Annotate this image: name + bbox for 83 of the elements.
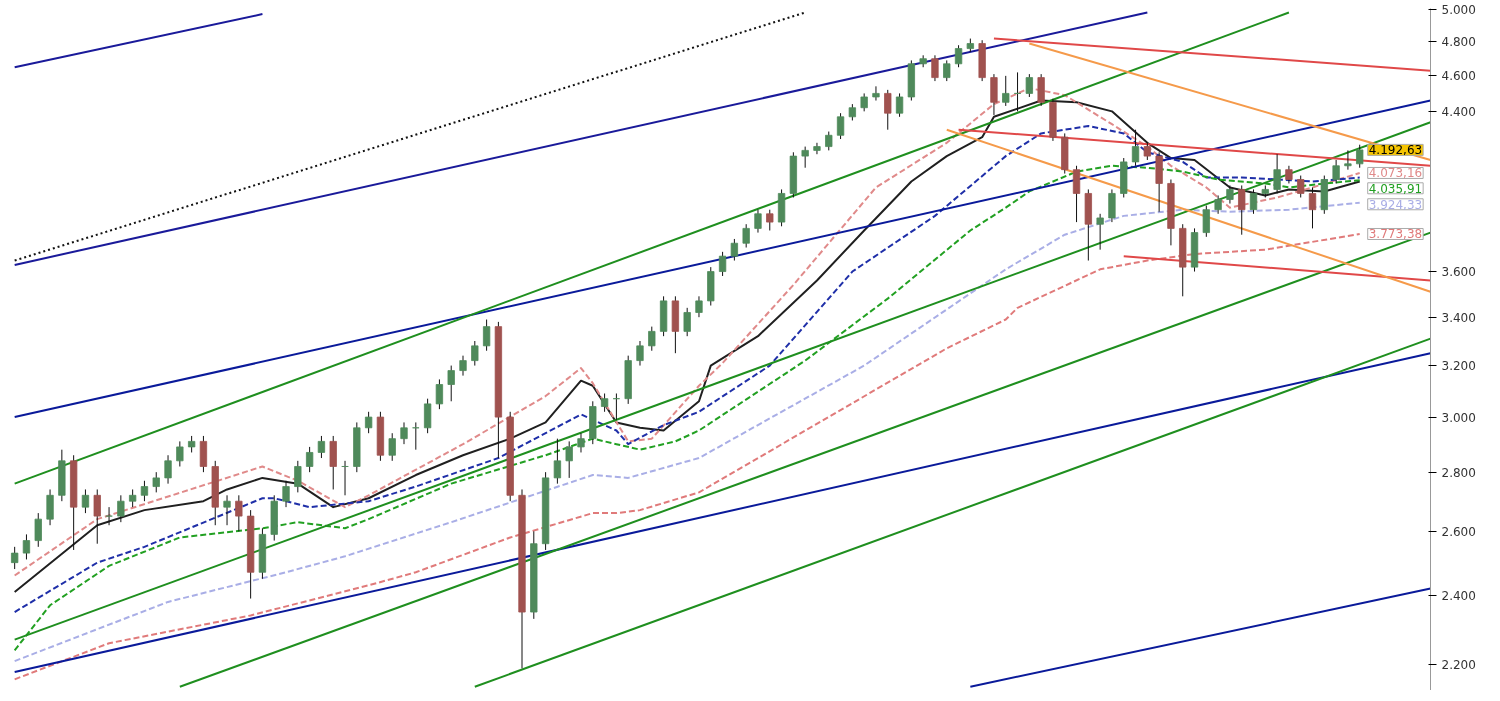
y-tick-label: 3.400 (1441, 310, 1476, 325)
candlestick (482, 319, 491, 352)
candlestick (105, 506, 113, 526)
data-label: 3.924,33 (1368, 197, 1423, 212)
candlestick (117, 494, 125, 523)
candlestick (836, 112, 845, 140)
text: 4.192,63 (1368, 143, 1423, 158)
candlestick (1332, 159, 1340, 184)
candlestick (813, 142, 821, 155)
candlestick (1356, 144, 1364, 169)
candlestick (81, 488, 90, 514)
candlestick (305, 446, 314, 473)
y-tick-label: 4.600 (1441, 69, 1476, 84)
candlestick (943, 59, 951, 82)
data-label: 4.035,91 (1368, 181, 1423, 196)
candlestick (1297, 175, 1305, 198)
candlestick (1249, 188, 1258, 215)
candlestick (388, 432, 396, 462)
candlestick (553, 438, 562, 485)
candlestick (683, 307, 691, 337)
y-tick-label: 5.000 (1441, 2, 1476, 17)
candlestick (742, 223, 750, 249)
candlestick (11, 546, 19, 570)
candlestick (1226, 184, 1234, 205)
candlestick (1002, 75, 1010, 107)
candlestick (34, 512, 42, 548)
candlestick (718, 251, 727, 277)
candlestick (317, 435, 326, 459)
y-tick-label: 2.800 (1441, 465, 1476, 480)
candlestick (176, 440, 184, 467)
y-tick-label: 4.800 (1441, 35, 1476, 50)
y-tick-label: 3.200 (1441, 359, 1476, 374)
candlestick (152, 471, 160, 493)
candlestick (235, 494, 243, 532)
candlestick (931, 54, 939, 82)
y-tick-label: 2.600 (1441, 524, 1476, 539)
candlestick (364, 411, 373, 434)
candlestick (459, 355, 467, 377)
candlestick (140, 480, 149, 502)
candlestick (400, 421, 408, 445)
candlestick (766, 209, 774, 231)
candlestick (164, 454, 172, 485)
candlestick (825, 131, 833, 151)
candlestick (447, 365, 455, 402)
candlestick (1025, 73, 1033, 98)
candlestick (577, 432, 585, 453)
candlestick (1308, 186, 1317, 229)
candlestick (423, 398, 432, 434)
candlestick (1131, 129, 1140, 167)
y-tick-label: 2.400 (1441, 588, 1476, 603)
y-tick-label: 3.600 (1441, 265, 1476, 280)
candlestick (695, 295, 703, 318)
candlestick (282, 480, 290, 508)
candlestick (730, 238, 739, 262)
data-label: 4.073,16 (1368, 166, 1423, 181)
candlestick (754, 209, 762, 234)
candlestick (93, 488, 101, 545)
candlestick (471, 340, 479, 367)
candlestick (1072, 165, 1081, 223)
candlestick (294, 460, 302, 493)
candlestick (1096, 213, 1104, 251)
y-tick-label: 4.400 (1441, 104, 1476, 119)
data-label: 3.773,38 (1368, 227, 1423, 242)
candlestick (1273, 153, 1281, 194)
candlestick (636, 340, 644, 367)
candlestick (648, 326, 656, 352)
y-tick-label: 3.000 (1441, 410, 1476, 425)
y-tick-label: 2.200 (1441, 658, 1476, 673)
candlestick (223, 494, 231, 526)
candlestick (954, 44, 963, 68)
candlestick (1202, 205, 1210, 238)
candlestick (1238, 184, 1246, 236)
candlestick (801, 146, 809, 169)
candlestick (46, 488, 54, 526)
candlestick (435, 378, 444, 410)
candlestick (884, 89, 892, 131)
candlestick (1344, 149, 1352, 171)
candlestick (22, 533, 31, 560)
candlestick (565, 440, 573, 479)
candlestick (1214, 194, 1222, 215)
candlestick (600, 392, 609, 413)
candlestick (872, 85, 880, 102)
candlestick (895, 92, 904, 118)
